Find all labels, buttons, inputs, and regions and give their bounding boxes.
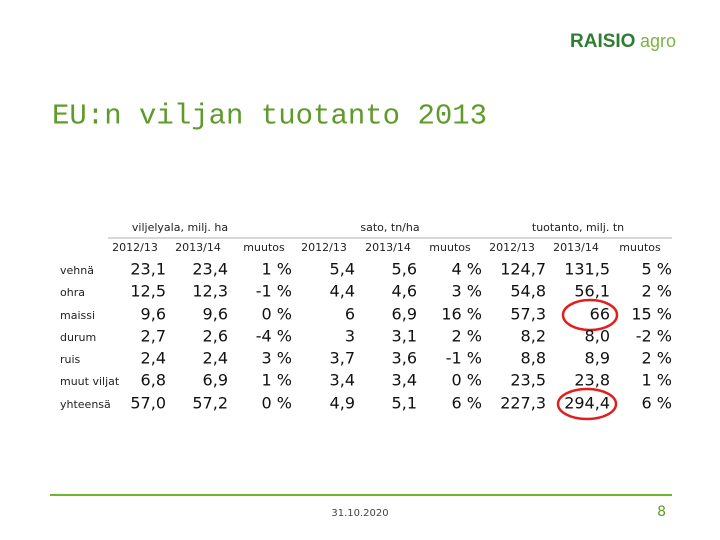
cell-value: -1 % — [446, 349, 482, 368]
footer-date: 31.10.2020 — [331, 508, 388, 519]
cell-value: 1 % — [262, 371, 292, 390]
column-header: 2012/13 — [301, 241, 347, 254]
cell-value: 23,1 — [130, 260, 166, 279]
cell-value: 6 % — [452, 394, 482, 413]
column-header: 2013/14 — [175, 241, 221, 254]
page-number: 8 — [657, 504, 666, 520]
cell-value: 4,6 — [392, 282, 417, 301]
cell-value: 54,8 — [510, 282, 546, 301]
row-label: durum — [60, 331, 96, 344]
cell-value: 12,5 — [130, 282, 166, 301]
cell-value: 56,1 — [574, 282, 610, 301]
cell-value: 5 % — [642, 260, 672, 279]
cell-value: 2,6 — [203, 327, 228, 346]
cell-value: 66 — [590, 305, 610, 324]
cell-value: -4 % — [256, 327, 292, 346]
cell-value: 5,1 — [392, 394, 417, 413]
cell-value: 227,3 — [500, 394, 546, 413]
row-label: ruis — [60, 353, 81, 366]
row-label: muut viljat — [60, 375, 120, 388]
cell-value: 124,7 — [500, 260, 546, 279]
group-header: sato, tn/ha — [360, 221, 419, 234]
row-label: maissi — [60, 309, 95, 322]
group-header: viljelyala, milj. ha — [132, 221, 228, 234]
cell-value: 16 % — [441, 305, 482, 324]
cell-value: 4 % — [452, 260, 482, 279]
cell-value: 4,4 — [330, 282, 355, 301]
column-header: 2013/14 — [365, 241, 411, 254]
cell-value: 0 % — [262, 394, 292, 413]
cell-value: 57,0 — [130, 394, 166, 413]
column-header: muutos — [243, 241, 285, 254]
cell-value: 131,5 — [564, 260, 610, 279]
highlight-circle — [561, 298, 619, 332]
cell-value: 0 % — [262, 305, 292, 324]
cell-value: 294,4 — [564, 394, 610, 413]
highlight-circle — [556, 387, 618, 421]
cell-value: 23,4 — [192, 260, 228, 279]
logo-brand: RAISIO — [570, 31, 635, 52]
cell-value: 57,2 — [192, 394, 228, 413]
cell-value: 9,6 — [141, 305, 166, 324]
cell-value: 3,4 — [330, 371, 355, 390]
cell-value: 6,8 — [141, 371, 166, 390]
logo-suffix: agro — [640, 31, 676, 51]
cell-value: 3 % — [452, 282, 482, 301]
cell-value: 57,3 — [510, 305, 546, 324]
row-label: yhteensä — [60, 398, 111, 411]
cell-value: 5,6 — [392, 260, 417, 279]
cell-value: 9,6 — [203, 305, 228, 324]
cell-value: 2,4 — [203, 349, 228, 368]
cell-value: 6,9 — [392, 305, 417, 324]
cell-value: 23,8 — [574, 371, 610, 390]
data-table: viljelyala, milj. ha sato, tn/ha tuotanto,… — [60, 221, 672, 413]
cell-value: 2 % — [642, 349, 672, 368]
cell-value: 3,4 — [392, 371, 417, 390]
cell-value: 23,5 — [510, 371, 546, 390]
cell-value: 6 % — [642, 394, 672, 413]
column-header: 2012/13 — [489, 241, 535, 254]
cell-value: 12,3 — [192, 282, 228, 301]
cell-value: 2 % — [642, 282, 672, 301]
cell-value: 8,2 — [521, 327, 546, 346]
column-header: muutos — [429, 241, 471, 254]
cell-value: 6 — [345, 305, 355, 324]
column-header: muutos — [619, 241, 661, 254]
cell-value: 0 % — [452, 371, 482, 390]
column-header: 2012/13 — [112, 241, 158, 254]
cell-value: 1 % — [262, 260, 292, 279]
cell-value: 2,4 — [141, 349, 166, 368]
cell-value: 3,7 — [330, 349, 355, 368]
row-label: ohra — [60, 286, 85, 299]
cell-value: 3,6 — [392, 349, 417, 368]
slide-title: EU:n viljan tuotanto 2013 — [52, 100, 487, 133]
cell-value: 3 — [345, 327, 355, 346]
cell-value: 4,9 — [330, 394, 355, 413]
row-label: vehnä — [60, 264, 94, 277]
cell-value: 8,0 — [585, 327, 610, 346]
cell-value: 2,7 — [141, 327, 166, 346]
cell-value: 5,4 — [330, 260, 355, 279]
cell-value: 3 % — [262, 349, 292, 368]
cell-value: -1 % — [256, 282, 292, 301]
cell-value: -2 % — [636, 327, 672, 346]
cell-value: 8,9 — [585, 349, 610, 368]
cell-value: 15 % — [631, 305, 672, 324]
cell-value: 3,1 — [392, 327, 417, 346]
cell-value: 1 % — [642, 371, 672, 390]
column-header: 2013/14 — [553, 241, 599, 254]
cell-value: 2 % — [452, 327, 482, 346]
cell-value: 8,8 — [521, 349, 546, 368]
group-header: tuotanto, milj. tn — [532, 221, 624, 234]
cell-value: 6,9 — [203, 371, 228, 390]
